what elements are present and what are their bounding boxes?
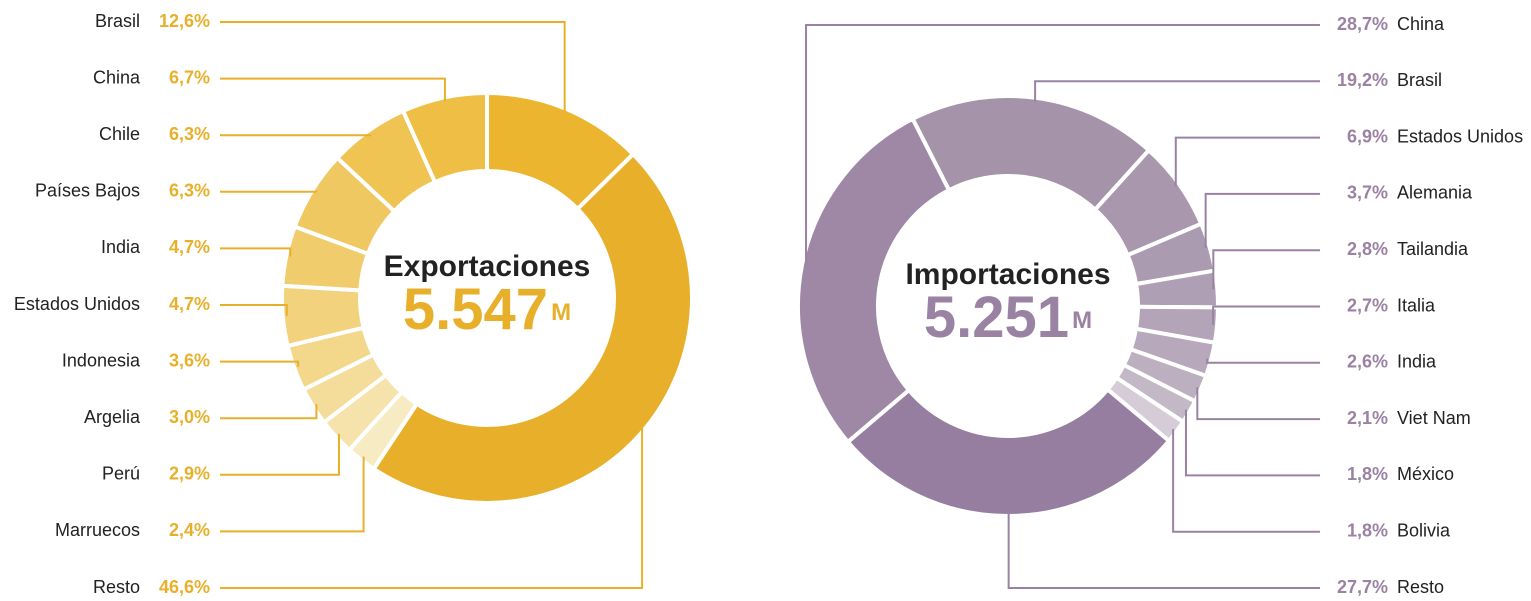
value-label: 2,9% <box>169 464 210 484</box>
category-label: India <box>1397 352 1437 372</box>
value-label: 12,6% <box>159 11 210 31</box>
value-label: 6,3% <box>169 124 210 144</box>
center-total: 5.251 M <box>924 285 1092 350</box>
leader-line <box>220 360 300 367</box>
leader-line <box>220 134 372 137</box>
category-label: Resto <box>1397 577 1444 597</box>
category-label: Brasil <box>1397 70 1442 90</box>
category-label: Italia <box>1397 295 1436 315</box>
leader-line <box>1212 305 1320 325</box>
leader-line <box>1184 409 1320 477</box>
leader-line <box>1196 387 1320 421</box>
value-label: 2,4% <box>169 520 210 540</box>
value-label: 6,3% <box>169 181 210 201</box>
value-label: 3,0% <box>169 407 210 427</box>
category-label: Tailandia <box>1397 239 1469 259</box>
leader-line <box>220 456 365 533</box>
category-label: Resto <box>93 577 140 597</box>
total-value: 5.251 <box>924 285 1069 350</box>
total-unit: M <box>551 299 571 326</box>
value-label: 27,7% <box>1337 577 1388 597</box>
leader-line <box>220 77 446 102</box>
value-label: 6,9% <box>1347 126 1388 146</box>
value-label: 3,6% <box>169 350 210 370</box>
leader-line <box>220 21 566 113</box>
value-label: 6,7% <box>169 67 210 87</box>
category-label: Chile <box>99 124 140 144</box>
value-label: 2,1% <box>1347 408 1388 428</box>
leader-line <box>220 247 292 257</box>
value-label: 1,8% <box>1347 520 1388 540</box>
leader-line <box>1034 80 1320 102</box>
leader-line <box>1007 511 1320 589</box>
category-label: México <box>1397 464 1454 484</box>
category-label: Brasil <box>95 11 140 31</box>
category-label: Alemania <box>1397 183 1473 203</box>
value-label: 46,6% <box>159 577 210 597</box>
value-label: 2,6% <box>1347 352 1388 372</box>
leader-line <box>220 425 644 589</box>
center-title: Importaciones <box>905 258 1110 291</box>
category-label: China <box>93 67 141 87</box>
donut-segment <box>370 151 694 505</box>
value-label: 19,2% <box>1337 70 1388 90</box>
value-label: 28,7% <box>1337 14 1388 34</box>
center-total: 5.547 M <box>403 277 571 342</box>
value-label: 3,7% <box>1347 183 1388 203</box>
center-title: Exportaciones <box>384 250 591 283</box>
category-label: India <box>101 237 141 257</box>
value-label: 2,8% <box>1347 239 1388 259</box>
category-label: China <box>1397 14 1445 34</box>
donut-segment <box>845 386 1172 518</box>
leader-line <box>1174 136 1320 187</box>
category-label: Marruecos <box>55 520 140 540</box>
donut-segment <box>400 90 489 185</box>
leader-line <box>1204 192 1320 248</box>
leader-line <box>1212 249 1320 290</box>
leader-line <box>1172 429 1320 533</box>
category-label: Viet Nam <box>1397 408 1471 428</box>
value-label: 4,7% <box>169 237 210 257</box>
value-label: 2,7% <box>1347 295 1388 315</box>
leader-line <box>220 304 288 316</box>
leader-line <box>220 433 340 476</box>
leader-line <box>1206 358 1320 364</box>
value-label: 4,7% <box>169 294 210 314</box>
category-label: Indonesia <box>62 350 141 370</box>
category-label: Argelia <box>84 407 141 427</box>
category-label: Países Bajos <box>35 181 140 201</box>
leader-line <box>220 404 318 420</box>
category-label: Perú <box>102 464 140 484</box>
value-label: 1,8% <box>1347 464 1388 484</box>
category-label: Estados Unidos <box>1397 126 1523 146</box>
donut-segment <box>796 116 952 445</box>
total-value: 5.547 <box>403 277 548 342</box>
leader-line <box>805 24 1320 266</box>
category-label: Estados Unidos <box>14 294 140 314</box>
category-label: Bolivia <box>1397 520 1451 540</box>
total-unit: M <box>1072 307 1092 334</box>
